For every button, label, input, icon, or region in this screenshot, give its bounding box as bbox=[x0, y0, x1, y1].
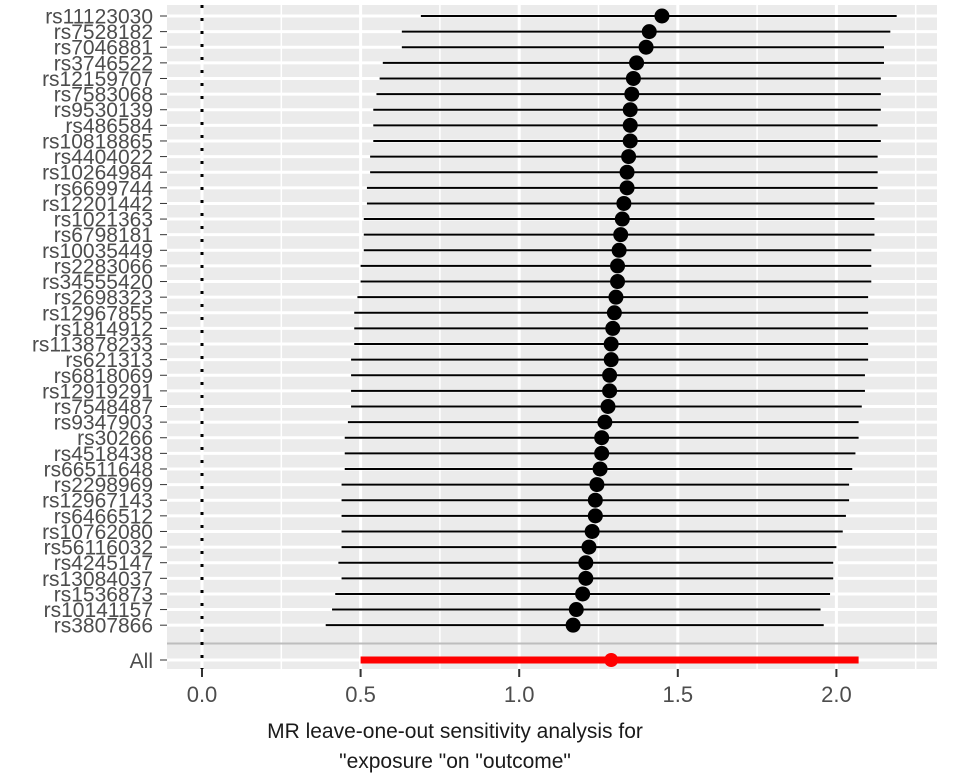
point-estimate bbox=[575, 586, 591, 602]
point-estimate bbox=[605, 320, 621, 336]
point-estimate bbox=[641, 24, 657, 40]
point-estimate bbox=[619, 180, 635, 196]
snp-label: rs10264984 bbox=[42, 162, 153, 185]
snp-label: rs10141157 bbox=[44, 599, 153, 622]
x-tick-label: 0.0 bbox=[187, 682, 218, 707]
point-estimates bbox=[565, 8, 670, 633]
snp-label: rs4404022 bbox=[54, 146, 153, 169]
snp-label: rs7583068 bbox=[54, 84, 153, 107]
point-estimate bbox=[654, 8, 670, 24]
snp-label: rs3807866 bbox=[54, 615, 153, 638]
snp-label: rs1536873 bbox=[54, 583, 153, 606]
snp-label: rs10762080 bbox=[42, 521, 153, 544]
snp-label: rs12159707 bbox=[42, 68, 153, 91]
point-estimate bbox=[592, 461, 608, 477]
point-estimate bbox=[587, 508, 603, 524]
point-estimate bbox=[587, 492, 603, 508]
x-tick-label: 1.0 bbox=[504, 682, 535, 707]
x-axis-title: MR leave-one-out sensitivity analysis fo… bbox=[267, 720, 643, 773]
point-estimate bbox=[611, 242, 627, 258]
snp-label: rs2298969 bbox=[54, 474, 153, 497]
snp-label: rs56116032 bbox=[44, 537, 153, 560]
y-axis-ticks bbox=[160, 15, 167, 661]
x-axis-title-line: MR leave-one-out sensitivity analysis fo… bbox=[267, 720, 643, 743]
point-estimate bbox=[622, 117, 638, 133]
snp-label: rs6466512 bbox=[54, 505, 153, 528]
point-estimate bbox=[603, 352, 619, 368]
point-estimate bbox=[622, 133, 638, 149]
snp-label: rs11123030 bbox=[45, 6, 153, 29]
x-tick-label: 1.5 bbox=[663, 682, 694, 707]
snp-label: rs10035449 bbox=[42, 240, 153, 263]
point-estimate bbox=[600, 399, 616, 414]
summary-estimate bbox=[360, 653, 859, 667]
point-estimate bbox=[602, 367, 618, 383]
point-estimate bbox=[597, 414, 613, 430]
snp-label: rs1814912 bbox=[54, 318, 153, 341]
snp-label: rs2283066 bbox=[54, 255, 153, 278]
snp-label: rs621313 bbox=[65, 349, 153, 372]
point-estimate bbox=[578, 555, 594, 571]
snp-label: rs7528182 bbox=[54, 21, 153, 44]
point-estimate bbox=[608, 289, 624, 305]
y-axis-labels: rs11123030rs7528182rs7046881rs3746522rs1… bbox=[32, 6, 153, 674]
x-axis-title-line: "exposure "on "outcome" bbox=[339, 750, 571, 773]
snp-label: rs7046881 bbox=[54, 37, 153, 60]
summary-label: All bbox=[130, 650, 153, 673]
snp-label: rs13084037 bbox=[42, 568, 153, 591]
point-estimate bbox=[629, 55, 645, 71]
point-estimate bbox=[606, 305, 622, 321]
point-estimate bbox=[619, 164, 635, 180]
summary-point bbox=[604, 653, 619, 667]
point-estimate bbox=[602, 383, 618, 399]
point-estimate bbox=[613, 227, 629, 243]
plot-panel-background bbox=[167, 5, 937, 669]
x-axis-ticks: 0.0 0.5 1.0 1.5 2.0 bbox=[187, 669, 852, 707]
snp-label: rs3746522 bbox=[54, 52, 153, 75]
snp-label: rs9530139 bbox=[54, 99, 153, 122]
snp-label: rs113878233 bbox=[32, 334, 153, 357]
point-estimate bbox=[603, 336, 619, 352]
point-estimate bbox=[581, 539, 597, 555]
snp-label: rs12919291 bbox=[42, 380, 153, 403]
snp-label: rs34555420 bbox=[42, 271, 153, 294]
snp-label: rs12201442 bbox=[42, 193, 153, 216]
x-tick-label: 2.0 bbox=[821, 682, 852, 707]
point-estimate bbox=[568, 602, 584, 618]
snp-label: rs1021363 bbox=[54, 209, 153, 232]
point-estimate bbox=[621, 149, 637, 165]
snp-label: rs12967143 bbox=[42, 490, 153, 513]
point-estimate bbox=[625, 70, 641, 86]
point-estimate bbox=[624, 86, 640, 102]
point-estimate bbox=[578, 570, 594, 586]
point-estimate bbox=[584, 523, 600, 539]
point-estimate bbox=[589, 477, 605, 493]
point-estimate bbox=[610, 258, 626, 274]
point-estimate bbox=[638, 39, 654, 55]
point-estimate bbox=[565, 617, 581, 633]
snp-label: rs12967855 bbox=[42, 302, 153, 325]
point-estimate bbox=[594, 445, 610, 461]
snp-label: rs4245147 bbox=[54, 552, 153, 575]
point-estimate bbox=[594, 430, 610, 446]
snp-label: rs4518438 bbox=[54, 443, 153, 466]
snp-label: rs2698323 bbox=[54, 287, 153, 310]
snp-label: rs6798181 bbox=[54, 224, 153, 247]
point-estimate bbox=[614, 211, 630, 227]
snp-label: rs6699744 bbox=[54, 177, 154, 200]
major-gridlines bbox=[200, 5, 838, 669]
snp-label: rs486584 bbox=[65, 115, 153, 138]
snp-label: rs9347903 bbox=[54, 412, 153, 435]
x-tick-label: 0.5 bbox=[345, 682, 376, 707]
point-estimate bbox=[610, 274, 626, 290]
point-estimate bbox=[616, 195, 632, 211]
snp-label: rs6818069 bbox=[54, 365, 153, 388]
point-estimate bbox=[622, 102, 638, 118]
snp-label: rs30266 bbox=[77, 427, 153, 450]
snp-label: rs7548487 bbox=[54, 396, 153, 419]
snp-label: rs66511648 bbox=[44, 458, 153, 481]
snp-label: rs10818865 bbox=[42, 130, 153, 153]
minor-gridlines bbox=[280, 5, 917, 669]
